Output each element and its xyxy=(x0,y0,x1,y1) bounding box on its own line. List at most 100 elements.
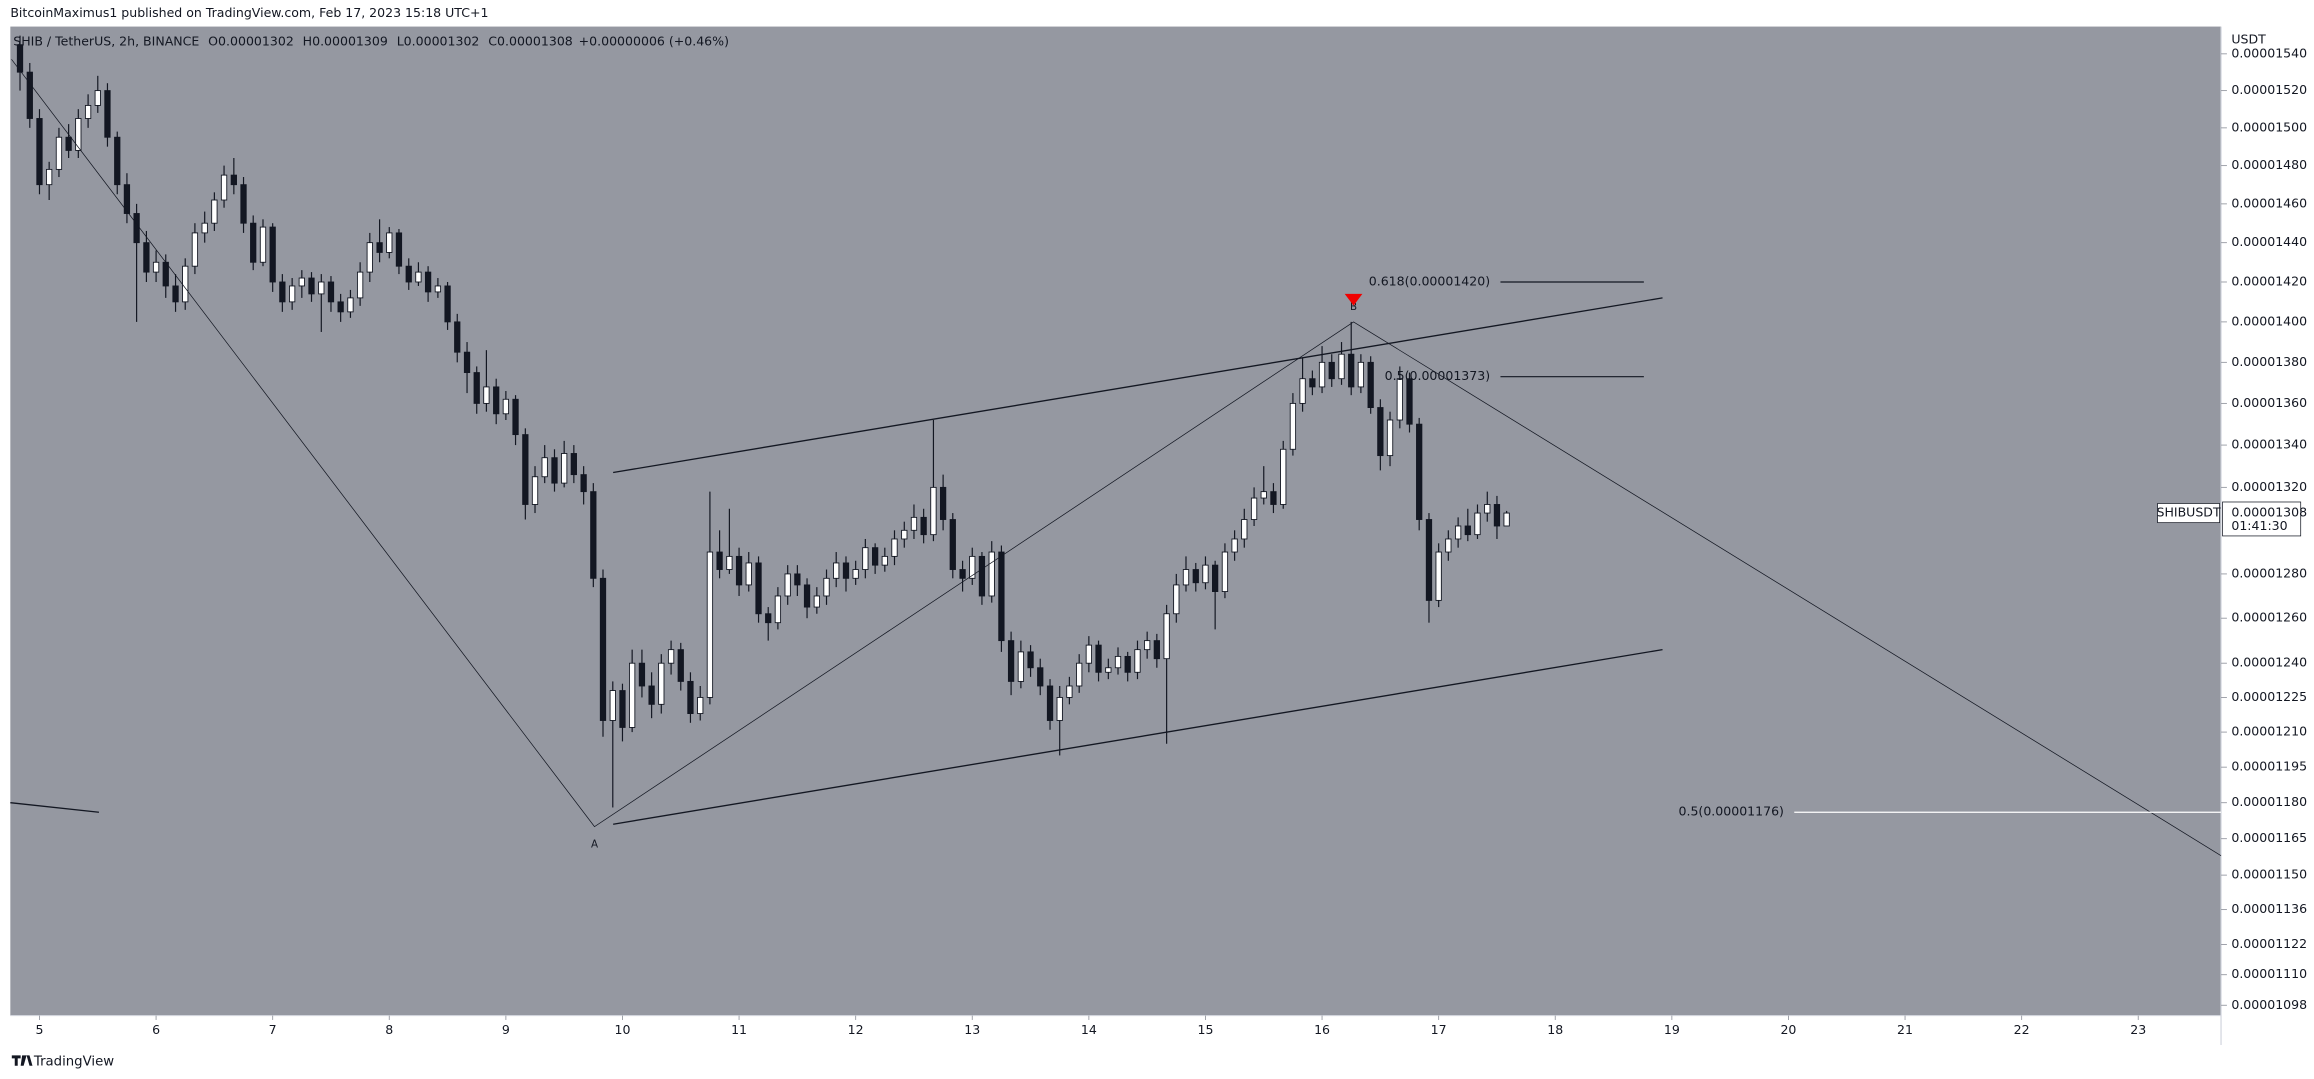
candle-body xyxy=(687,680,694,714)
fib-label: 0.5(0.00001373) xyxy=(1385,368,1490,383)
y-tick-label: 0.00001165 xyxy=(2231,830,2307,845)
x-tick-label: 5 xyxy=(35,1022,43,1037)
candle-body xyxy=(1202,564,1209,584)
candle-body xyxy=(259,226,267,263)
candle-body xyxy=(1416,423,1423,520)
candle-body xyxy=(463,351,471,374)
candle-body xyxy=(114,136,121,186)
plot-area xyxy=(10,26,2222,1016)
y-tick-label: 0.00001400 xyxy=(2231,313,2307,328)
candle-body xyxy=(561,453,568,484)
candle-body xyxy=(473,372,480,404)
candle-body xyxy=(765,613,772,624)
candle-body xyxy=(609,690,616,721)
price-tag: 0.00001308 xyxy=(2231,505,2307,520)
candle-body xyxy=(454,321,461,353)
candle-body xyxy=(1280,448,1287,505)
candle-body xyxy=(862,547,869,570)
legend-key: O xyxy=(208,33,218,48)
x-tick-label: 20 xyxy=(1780,1022,1796,1037)
candle-body xyxy=(1007,640,1015,682)
candle-body xyxy=(1367,361,1374,408)
candle-body xyxy=(230,174,237,186)
candle-body xyxy=(1134,649,1141,673)
x-tick-label: 8 xyxy=(385,1022,393,1037)
candle-body xyxy=(133,213,140,244)
candle-body xyxy=(580,474,587,493)
x-tick-label: 11 xyxy=(731,1022,747,1037)
y-tick-label: 0.00001210 xyxy=(2231,724,2307,739)
candle-body xyxy=(988,551,995,597)
candle-body xyxy=(1309,378,1316,388)
candle-body xyxy=(939,486,947,520)
x-tick-label: 23 xyxy=(2130,1022,2146,1037)
candle-body xyxy=(1464,525,1471,536)
symbol-tag: SHIBUSDT xyxy=(2157,505,2221,520)
x-tick-label: 6 xyxy=(152,1022,160,1037)
footer-logo: TradingView xyxy=(11,1054,114,1069)
y-tick-label: 0.00001240 xyxy=(2231,655,2307,670)
candle-body xyxy=(697,696,704,714)
candle-body xyxy=(16,44,24,73)
candle-body xyxy=(289,285,296,303)
candle-body xyxy=(969,555,976,579)
zigzag-line xyxy=(11,59,2222,856)
candle-body xyxy=(1027,651,1034,669)
candle-body xyxy=(842,562,850,579)
x-tick-label: 9 xyxy=(502,1022,510,1037)
y-tick-label: 0.00001500 xyxy=(2231,119,2307,134)
candle-body xyxy=(648,685,655,705)
x-tick-label: 22 xyxy=(2014,1022,2030,1037)
candle-body xyxy=(920,516,927,536)
symbol-tag-box xyxy=(2157,503,2220,524)
candle-body xyxy=(891,538,898,557)
candle-body xyxy=(337,301,344,313)
y-tick-label: 0.00001136 xyxy=(2231,901,2307,916)
trend-line xyxy=(10,802,100,813)
y-axis-label: USDT xyxy=(2231,31,2266,46)
candle-body xyxy=(1357,361,1365,388)
legend-value: 0.00001308 xyxy=(497,33,573,48)
candle-body xyxy=(667,649,675,664)
fib-label: 0.5(0.00001176) xyxy=(1679,804,1784,819)
candle-body xyxy=(590,491,597,579)
candle-body xyxy=(279,281,286,303)
candle-body xyxy=(1037,667,1044,687)
candle-body xyxy=(726,555,733,570)
countdown: 01:41:30 xyxy=(2231,518,2287,533)
candle-body xyxy=(978,555,986,597)
candle-body xyxy=(1474,512,1481,536)
candle-body xyxy=(1221,551,1229,592)
candle-body xyxy=(1435,551,1442,601)
candle-body xyxy=(1124,655,1131,673)
y-tick-label: 0.00001520 xyxy=(2231,82,2307,97)
candle-body xyxy=(84,104,92,119)
x-tick-label: 13 xyxy=(964,1022,980,1037)
candle-body xyxy=(493,386,500,415)
y-tick-label: 0.00001480 xyxy=(2231,157,2307,172)
legend-key: L xyxy=(397,33,404,48)
candle-body xyxy=(619,690,626,728)
x-tick-label: 14 xyxy=(1081,1022,1097,1037)
candle-body xyxy=(803,584,811,608)
candle-body xyxy=(1095,644,1102,673)
candle-body xyxy=(735,555,743,586)
candle-body xyxy=(143,242,150,273)
candle-body xyxy=(1318,361,1326,388)
y-tick-label: 0.00001098 xyxy=(2231,997,2307,1012)
candle-body xyxy=(298,277,305,287)
candle-body xyxy=(444,285,451,323)
candle-body xyxy=(424,271,432,293)
candle-body xyxy=(1066,685,1073,698)
candle-body xyxy=(211,199,218,224)
candle-body xyxy=(1386,419,1394,457)
candle-body xyxy=(94,90,101,106)
x-tick-label: 16 xyxy=(1314,1022,1330,1037)
candle-body xyxy=(182,265,189,303)
candle-body xyxy=(220,174,228,201)
trend-line xyxy=(613,297,1663,474)
candle-body xyxy=(405,265,412,283)
fib-label: 0.618(0.00001420) xyxy=(1369,273,1490,288)
candle-body xyxy=(1192,569,1199,584)
legend-symbol: SHIB / TetherUS, 2h, BINANCE xyxy=(13,33,199,48)
